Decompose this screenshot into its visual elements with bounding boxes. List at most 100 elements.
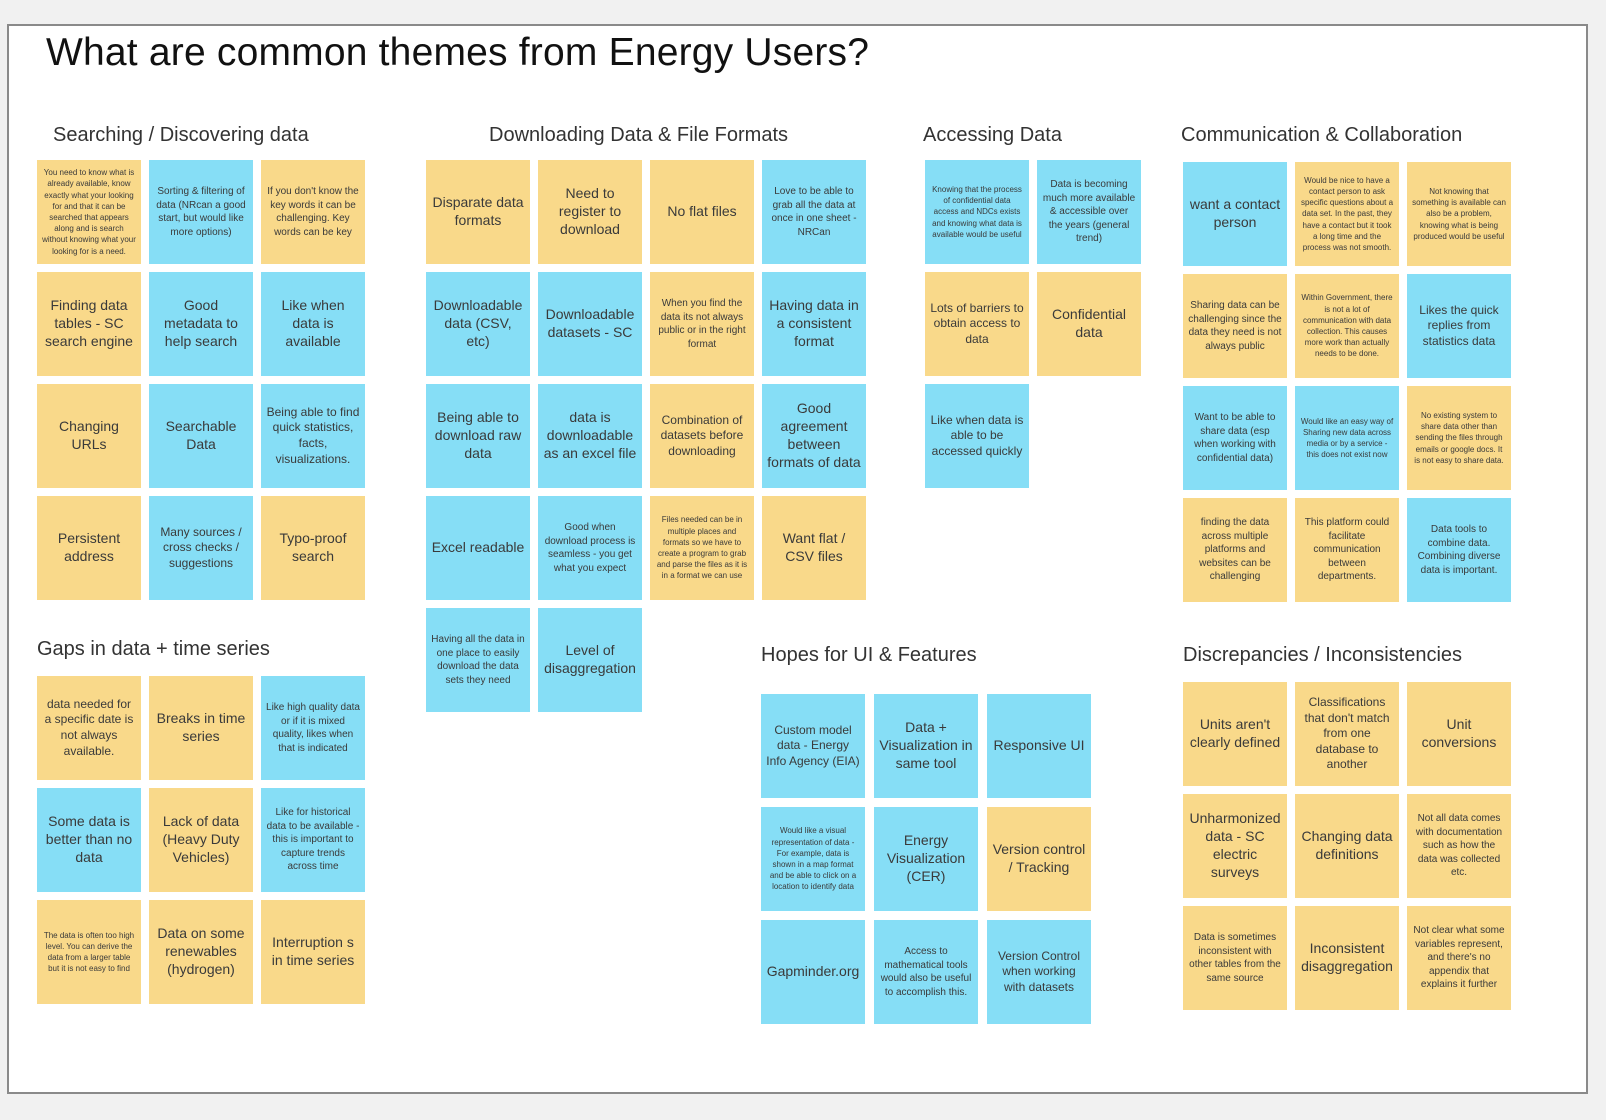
sticky-note[interactable]: Unit conversions	[1407, 682, 1511, 786]
sticky-note[interactable]: Having all the data in one place to easi…	[426, 608, 530, 712]
sticky-note-text: Being able to download raw data	[434, 409, 522, 461]
sticky-note[interactable]: No flat files	[650, 160, 754, 264]
sticky-note-text: Downloadable datasets - SC	[545, 306, 635, 340]
sticky-note-text: No flat files	[667, 203, 737, 220]
sticky-note[interactable]: Would like a visual representation of da…	[761, 807, 865, 911]
sticky-note[interactable]: Lots of barriers to obtain access to dat…	[925, 272, 1029, 376]
sticky-note-text: data needed for a specific date is not a…	[44, 696, 134, 758]
sticky-note[interactable]: Data is becoming much more available & a…	[1037, 160, 1141, 264]
sticky-note[interactable]: Good agreement between formats of data	[762, 384, 866, 488]
sticky-note[interactable]: Classifications that don't match from on…	[1295, 682, 1399, 786]
sticky-note-text: Sorting & filtering of data (NRcan a goo…	[156, 186, 246, 238]
sticky-note[interactable]: No existing system to share data other t…	[1407, 386, 1511, 490]
group-title-discrepancies-inconsistencies: Discrepancies / Inconsistencies	[1183, 644, 1463, 666]
sticky-note[interactable]: Love to be able to grab all the data at …	[762, 160, 866, 264]
sticky-note[interactable]: Within Government, there is not a lot of…	[1295, 274, 1399, 378]
sticky-note[interactable]: Lack of data (Heavy Duty Vehicles)	[149, 788, 253, 892]
sticky-note[interactable]: Not knowing that something is available …	[1407, 162, 1511, 266]
sticky-note-text: You need to know what is already availab…	[42, 168, 136, 256]
sticky-note-text: Units aren't clearly defined	[1189, 716, 1281, 750]
sticky-note[interactable]: Would like an easy way of Sharing new da…	[1295, 386, 1399, 490]
sticky-note-text: Data is sometimes inconsistent with othe…	[1189, 932, 1281, 984]
sticky-note[interactable]: Many sources / cross checks / suggestion…	[149, 496, 253, 600]
sticky-note[interactable]: Good when download process is seamless -…	[538, 496, 642, 600]
sticky-note[interactable]: Disparate data formats	[426, 160, 530, 264]
sticky-note[interactable]: Sharing data can be challenging since th…	[1183, 274, 1287, 378]
group-title-gaps-time-series: Gaps in data + time series	[37, 638, 270, 660]
sticky-note-text: Would be nice to have a contact person t…	[1300, 175, 1394, 252]
sticky-note[interactable]: Changing URLs	[37, 384, 141, 488]
sticky-note[interactable]: You need to know what is already availab…	[37, 160, 141, 264]
sticky-note[interactable]: data is downloadable as an excel file	[538, 384, 642, 488]
sticky-note[interactable]: Gapminder.org	[761, 920, 865, 1024]
sticky-note[interactable]: Like for historical data to be available…	[261, 788, 365, 892]
sticky-note[interactable]: Inconsistent disaggregation	[1295, 906, 1399, 1010]
sticky-note[interactable]: Not all data comes with documentation su…	[1407, 794, 1511, 898]
sticky-note-text: Confidential data	[1052, 306, 1126, 340]
sticky-note-text: Being able to find quick statistics, fac…	[266, 404, 360, 466]
sticky-note[interactable]: Data tools to combine data. Combining di…	[1407, 498, 1511, 602]
sticky-note[interactable]: When you find the data its not always pu…	[650, 272, 754, 376]
sticky-note[interactable]: Data is sometimes inconsistent with othe…	[1183, 906, 1287, 1010]
sticky-note[interactable]: Changing data definitions	[1295, 794, 1399, 898]
sticky-note[interactable]: Downloadable data (CSV, etc)	[426, 272, 530, 376]
sticky-note[interactable]: Like when data is available	[261, 272, 365, 376]
sticky-note[interactable]: Like when data is able to be accessed qu…	[925, 384, 1029, 488]
sticky-note[interactable]: Being able to download raw data	[426, 384, 530, 488]
sticky-note[interactable]: Likes the quick replies from statistics …	[1407, 274, 1511, 378]
sticky-note[interactable]: The data is often too high level. You ca…	[37, 900, 141, 1004]
sticky-note[interactable]: Responsive UI	[987, 694, 1091, 798]
sticky-note[interactable]: Searchable Data	[149, 384, 253, 488]
sticky-note[interactable]: Confidential data	[1037, 272, 1141, 376]
sticky-note[interactable]: Breaks in time series	[149, 676, 253, 780]
sticky-note[interactable]: Not clear what some variables represent,…	[1407, 906, 1511, 1010]
sticky-note[interactable]: finding the data across multiple platfor…	[1183, 498, 1287, 602]
sticky-note[interactable]: want a contact person	[1183, 162, 1287, 266]
sticky-note[interactable]: Like high quality data or if it is mixed…	[261, 676, 365, 780]
sticky-note-text: Love to be able to grab all the data at …	[771, 186, 857, 238]
sticky-note[interactable]: Would be nice to have a contact person t…	[1295, 162, 1399, 266]
sticky-note-text: Like high quality data or if it is mixed…	[266, 702, 360, 754]
sticky-note[interactable]: Version control / Tracking	[987, 807, 1091, 911]
sticky-note[interactable]: Excel readable	[426, 496, 530, 600]
sticky-note[interactable]: Knowing that the process of confidential…	[925, 160, 1029, 264]
sticky-note[interactable]: data needed for a specific date is not a…	[37, 676, 141, 780]
sticky-note[interactable]: Being able to find quick statistics, fac…	[261, 384, 365, 488]
sticky-note[interactable]: Combination of datasets before downloadi…	[650, 384, 754, 488]
sticky-note-text: Version Control when working with datase…	[997, 948, 1081, 994]
sticky-note-text: Custom model data - Energy Info Agency (…	[766, 722, 860, 768]
sticky-note-text: Unharmonized data - SC electric surveys	[1189, 810, 1281, 880]
sticky-note[interactable]: Energy Visualization (CER)	[874, 807, 978, 911]
sticky-note[interactable]: Downloadable datasets - SC	[538, 272, 642, 376]
sticky-note[interactable]: This platform could facilitate communica…	[1295, 498, 1399, 602]
sticky-note[interactable]: Some data is better than no data	[37, 788, 141, 892]
sticky-note-text: Level of disaggregation	[544, 642, 636, 676]
sticky-note[interactable]: Persistent address	[37, 496, 141, 600]
sticky-note[interactable]: Version Control when working with datase…	[987, 920, 1091, 1024]
sticky-note-text: Good metadata to help search	[164, 297, 238, 349]
sticky-note[interactable]: Need to register to download	[538, 160, 642, 264]
sticky-note[interactable]: Data + Visualization in same tool	[874, 694, 978, 798]
sticky-note[interactable]: Access to mathematical tools would also …	[874, 920, 978, 1024]
sticky-note[interactable]: If you don't know the key words it can b…	[261, 160, 365, 264]
sticky-note[interactable]: Want to be able to share data (esp when …	[1183, 386, 1287, 490]
sticky-note[interactable]: Good metadata to help search	[149, 272, 253, 376]
sticky-note-text: Data tools to combine data. Combining di…	[1417, 524, 1501, 576]
sticky-note[interactable]: Files needed can be in multiple places a…	[650, 496, 754, 600]
sticky-note-text: Data on some renewables (hydrogen)	[157, 925, 245, 977]
sticky-note[interactable]: Want flat / CSV files	[762, 496, 866, 600]
sticky-note-text: Knowing that the process of confidential…	[932, 185, 1022, 239]
sticky-note[interactable]: Units aren't clearly defined	[1183, 682, 1287, 786]
sticky-note[interactable]: Finding data tables - SC search engine	[37, 272, 141, 376]
sticky-note[interactable]: Custom model data - Energy Info Agency (…	[761, 694, 865, 798]
sticky-note[interactable]: Typo-proof search	[261, 496, 365, 600]
sticky-note[interactable]: Level of disaggregation	[538, 608, 642, 712]
sticky-note[interactable]: Having data in a consistent format	[762, 272, 866, 376]
sticky-note[interactable]: Interruption s in time series	[261, 900, 365, 1004]
sticky-note[interactable]: Sorting & filtering of data (NRcan a goo…	[149, 160, 253, 264]
group-title-accessing-data: Accessing Data	[923, 124, 1062, 146]
sticky-note[interactable]: Data on some renewables (hydrogen)	[149, 900, 253, 1004]
sticky-note-text: Disparate data formats	[432, 194, 524, 228]
sticky-note[interactable]: Unharmonized data - SC electric surveys	[1183, 794, 1287, 898]
sticky-note-text: Searchable Data	[165, 418, 237, 452]
